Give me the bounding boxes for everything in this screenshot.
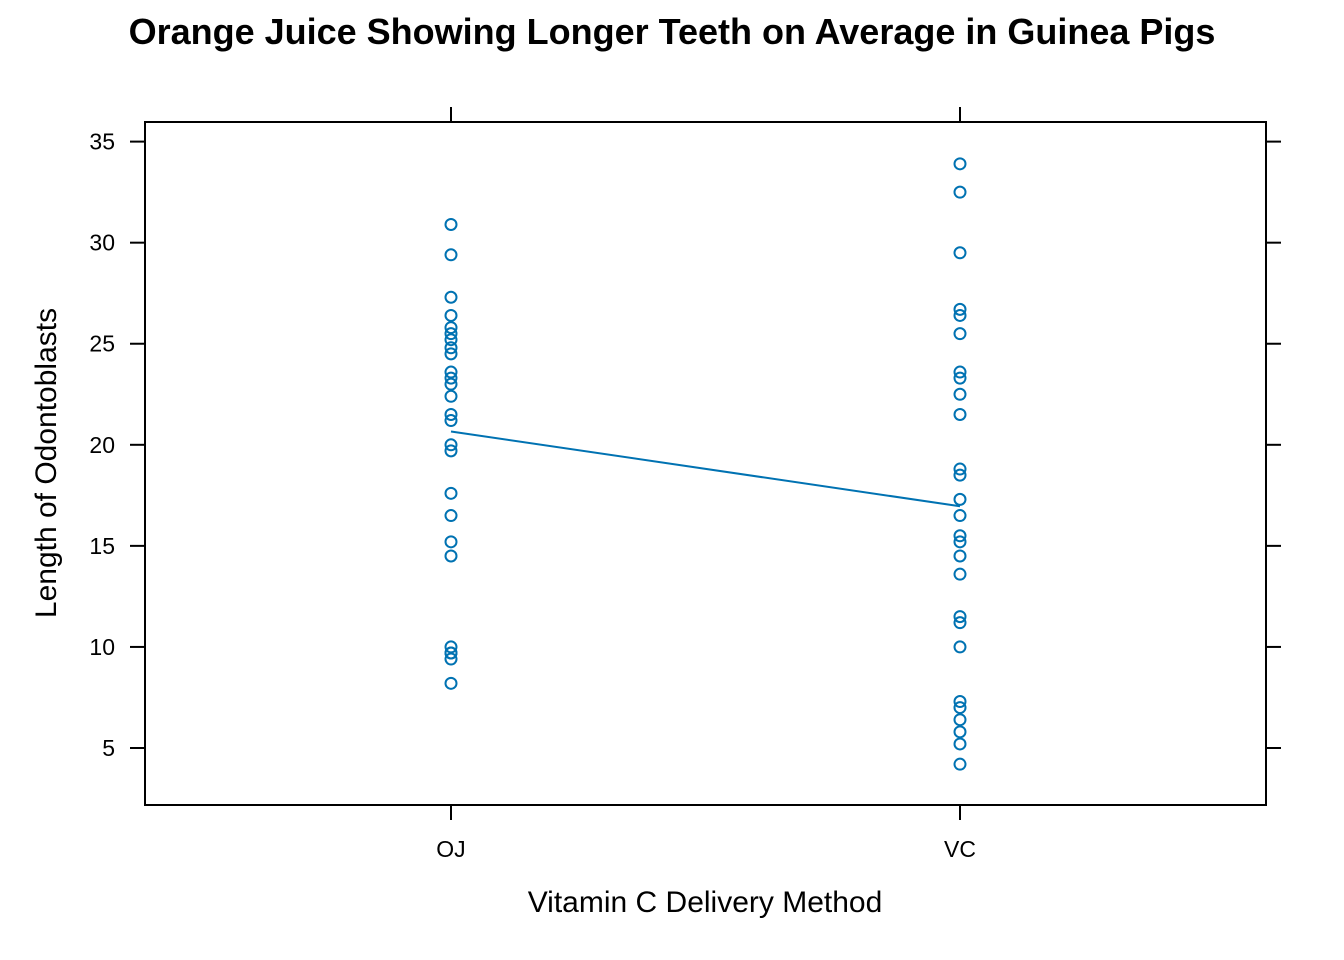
data-point-oj [444,217,458,231]
data-point-vc [953,535,967,549]
data-point-vc [953,308,967,322]
data-point-oj [444,549,458,563]
y-tick-label: 15 [89,533,115,559]
axis-ticks [130,107,1281,820]
data-point-oj [444,444,458,458]
data-point-vc [953,468,967,482]
data-point-oj [444,646,458,660]
y-tick-label: 10 [89,634,115,660]
data-point-vc [953,246,967,260]
data-point-oj [444,321,458,335]
data-point-oj [444,389,458,403]
data-points [444,157,967,771]
data-point-oj [444,640,458,654]
data-point-vc [953,695,967,709]
y-tick-label: 25 [89,331,115,357]
data-point-oj [444,535,458,549]
data-point-oj [444,333,458,347]
data-point-vc [953,185,967,199]
data-point-oj [444,509,458,523]
data-point-oj [444,290,458,304]
data-point-vc [953,462,967,476]
data-point-vc [953,157,967,171]
data-point-oj [444,676,458,690]
data-point-vc [953,725,967,739]
y-tick-label: 35 [89,129,115,155]
data-point-vc [953,365,967,379]
data-point-oj [444,414,458,428]
data-point-oj [444,486,458,500]
data-point-vc [953,509,967,523]
data-point-vc [953,371,967,385]
data-point-vc [953,407,967,421]
data-point-oj [444,327,458,341]
data-point-oj [444,438,458,452]
data-point-vc [953,701,967,715]
mean-line [450,430,961,508]
data-point-oj [444,371,458,385]
y-tick-label: 30 [89,230,115,256]
data-point-vc [953,640,967,654]
data-point-vc [953,713,967,727]
y-axis-label: Length of Odontoblasts [30,308,63,618]
data-point-vc [953,492,967,506]
data-point-oj [444,377,458,391]
y-tick-label: 5 [102,735,115,761]
data-point-oj [444,652,458,666]
data-point-oj [444,365,458,379]
y-tick-label: 20 [89,432,115,458]
chart-title: Orange Juice Showing Longer Teeth on Ave… [129,11,1216,52]
x-axis-label: Vitamin C Delivery Method [528,886,883,919]
data-point-oj [444,248,458,262]
plot-frame [144,121,1267,806]
axis-tick-labels: 5 10 15 20 25 30 35 OJ VC [89,129,976,862]
data-point-vc [953,549,967,563]
data-point-oj [444,308,458,322]
data-point-vc [953,387,967,401]
x-tick-label: OJ [436,836,465,862]
data-point-vc [953,567,967,581]
data-point-oj [444,341,458,355]
data-point-vc [953,616,967,630]
data-point-vc [953,610,967,624]
data-point-vc [953,737,967,751]
data-point-vc [953,529,967,543]
x-tick-label: VC [944,836,976,862]
data-point-oj [444,407,458,421]
data-point-vc [953,757,967,771]
data-point-vc [953,327,967,341]
data-point-vc [953,302,967,316]
data-point-oj [444,347,458,361]
